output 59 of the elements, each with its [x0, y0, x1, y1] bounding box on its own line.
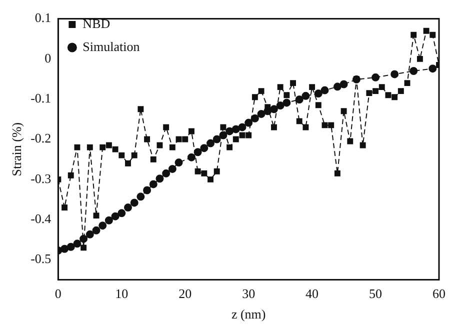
point [372, 73, 380, 82]
point [257, 110, 266, 118]
point [232, 125, 240, 134]
point [86, 230, 94, 238]
x-tick-label: 0 [54, 286, 62, 302]
point [162, 169, 170, 178]
point [295, 96, 304, 104]
point [244, 118, 253, 127]
point [73, 240, 82, 248]
point [136, 192, 145, 201]
x-tick-label: 10 [115, 286, 128, 302]
x-tick-label: 60 [432, 286, 446, 302]
y-tick-label: 0 [44, 50, 52, 66]
point [206, 139, 215, 148]
y-tick-label: -0.2 [30, 130, 52, 146]
y-tick-label: -0.5 [30, 251, 52, 266]
y-axis-title: Strain (%) [9, 122, 24, 176]
legend-label: NBD [82, 16, 110, 31]
point [276, 102, 284, 110]
y-tick-label: 0.1 [34, 10, 52, 26]
point [124, 204, 132, 212]
x-axis-title: z (nm) [231, 306, 266, 322]
point [187, 153, 196, 162]
point [156, 174, 164, 183]
point [333, 82, 342, 91]
y-tick-label: -0.4 [30, 210, 52, 226]
y-tick-label: -0.1 [30, 90, 52, 106]
point [111, 212, 120, 220]
point [270, 105, 278, 114]
point [212, 135, 221, 144]
point [410, 67, 418, 75]
x-tick-label: 50 [369, 286, 382, 302]
point [238, 123, 246, 132]
point [428, 64, 437, 73]
point [98, 222, 107, 230]
point [60, 244, 69, 253]
x-tick-label: 30 [242, 286, 256, 302]
point [302, 92, 310, 100]
point [282, 98, 291, 107]
point [118, 209, 126, 218]
point [226, 127, 234, 136]
x-tick-label: 20 [178, 286, 192, 302]
point [250, 114, 259, 122]
point [149, 180, 158, 188]
point [104, 216, 113, 224]
y-tick-label: -0.3 [30, 170, 52, 186]
point [314, 89, 322, 98]
point [320, 86, 329, 94]
point [92, 226, 100, 234]
point [200, 144, 208, 152]
point [390, 70, 399, 78]
point [168, 164, 176, 173]
point [66, 242, 75, 251]
x-tick-label: 40 [306, 286, 319, 302]
point [130, 198, 138, 207]
legend-label: Simulation [82, 38, 140, 54]
point [143, 186, 152, 194]
point [174, 158, 183, 167]
point [340, 80, 348, 88]
